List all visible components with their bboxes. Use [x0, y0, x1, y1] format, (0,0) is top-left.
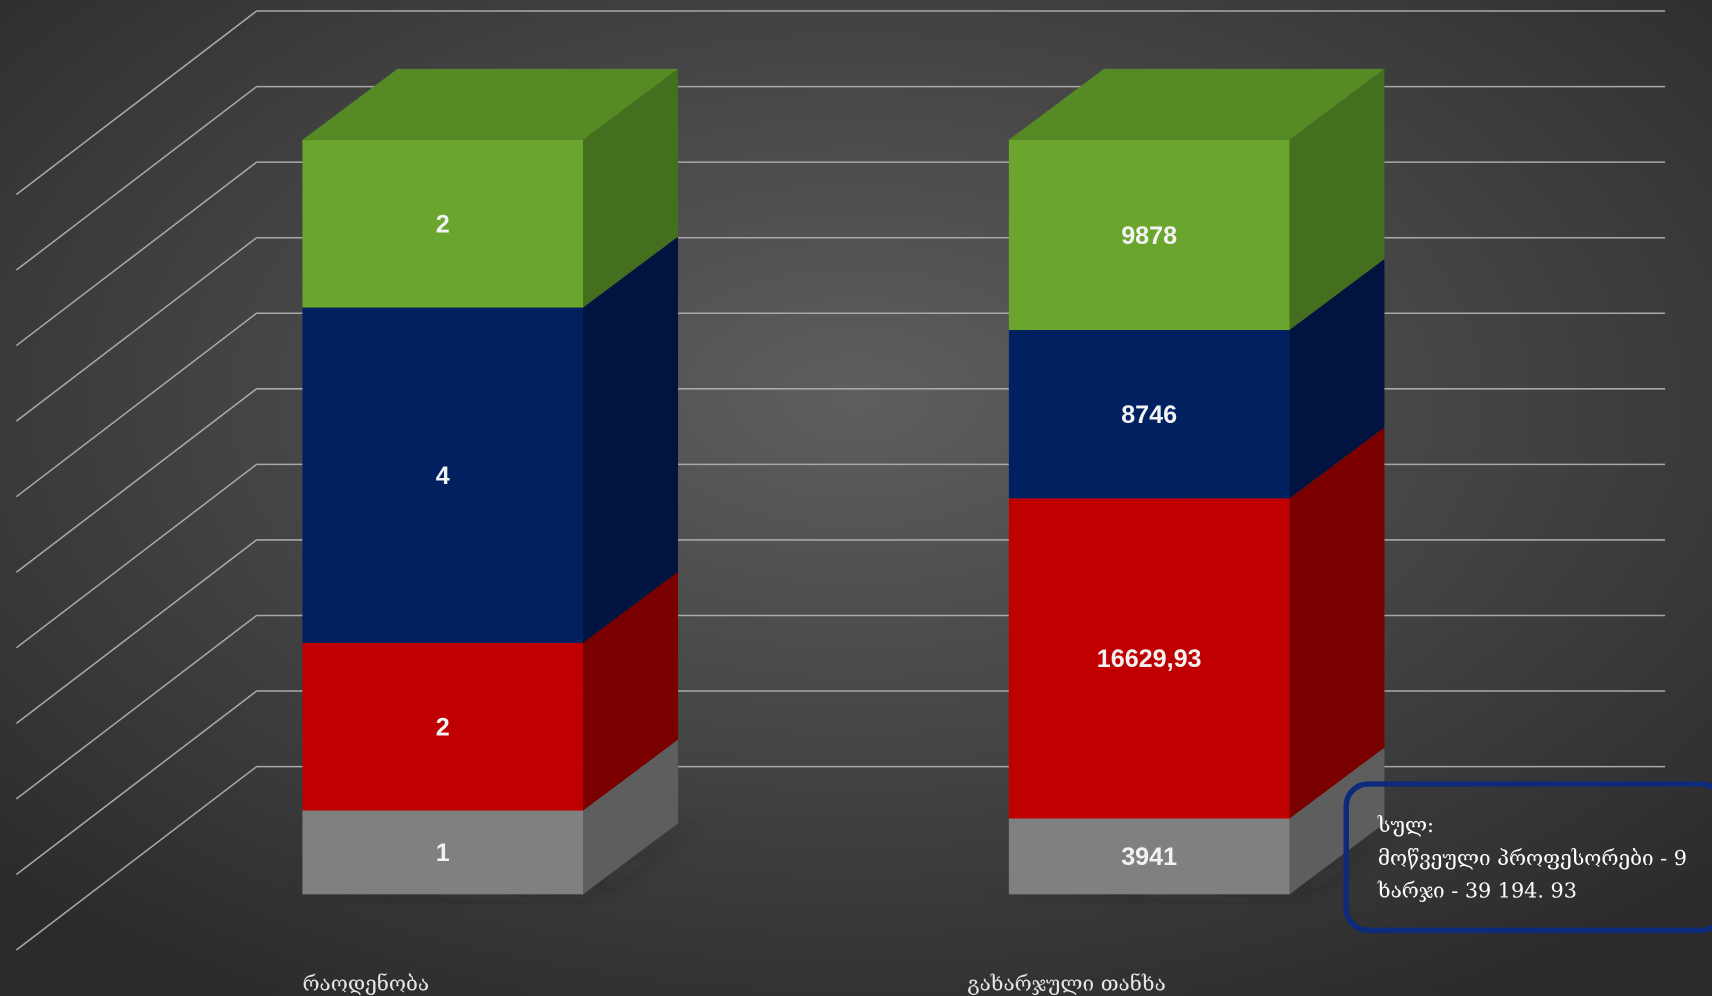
bar-side	[1289, 68, 1385, 331]
bar-side	[583, 68, 679, 308]
data-label: 9878	[1121, 222, 1177, 250]
bar-segment	[1008, 139, 1290, 331]
bar-side	[583, 739, 679, 895]
bar-segment	[302, 810, 584, 895]
annotation-line: ხარჯი - 39 194. 93	[1377, 879, 1577, 903]
bar-side	[583, 236, 679, 643]
annotation-box: სულ: მოწვეული პროფესორები - 9 ხარჯი - 39…	[1343, 781, 1712, 934]
bar-segment	[302, 139, 584, 308]
bar-side	[583, 571, 679, 811]
bar-side	[1289, 427, 1385, 819]
x-tick-label: გახარჯული თანხა	[967, 971, 1165, 995]
bar-top	[302, 68, 679, 140]
bar-segment	[302, 642, 584, 811]
bars: 1 2 4 2 რაოდენობა 3941 16629,93 8746 9878 გახარჯუ…	[275, 68, 1418, 995]
bar-side	[1289, 259, 1385, 499]
bar-segment	[1008, 330, 1290, 499]
annotation-line: სულ:	[1377, 813, 1434, 837]
bar-top	[1008, 68, 1385, 140]
x-tick-label: რაოდენობა	[302, 971, 429, 995]
bar-segment	[1008, 498, 1290, 819]
data-label: 2	[436, 714, 450, 742]
data-label: 8746	[1121, 401, 1177, 429]
bar-segment	[1008, 818, 1290, 895]
data-label: 3941	[1121, 843, 1177, 871]
data-label: 1	[436, 839, 450, 867]
grid-line	[15, 10, 1666, 196]
data-label: 16629,93	[1097, 645, 1202, 673]
data-label: 2	[436, 211, 450, 239]
bar-segment	[302, 307, 584, 643]
annotation-line: მოწვეული პროფესორები - 9	[1378, 846, 1687, 870]
annotation-frame	[1343, 781, 1712, 934]
data-label: 4	[436, 462, 450, 490]
